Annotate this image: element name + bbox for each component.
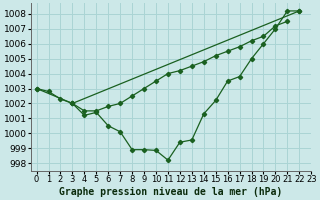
X-axis label: Graphe pression niveau de la mer (hPa): Graphe pression niveau de la mer (hPa) <box>59 186 283 197</box>
